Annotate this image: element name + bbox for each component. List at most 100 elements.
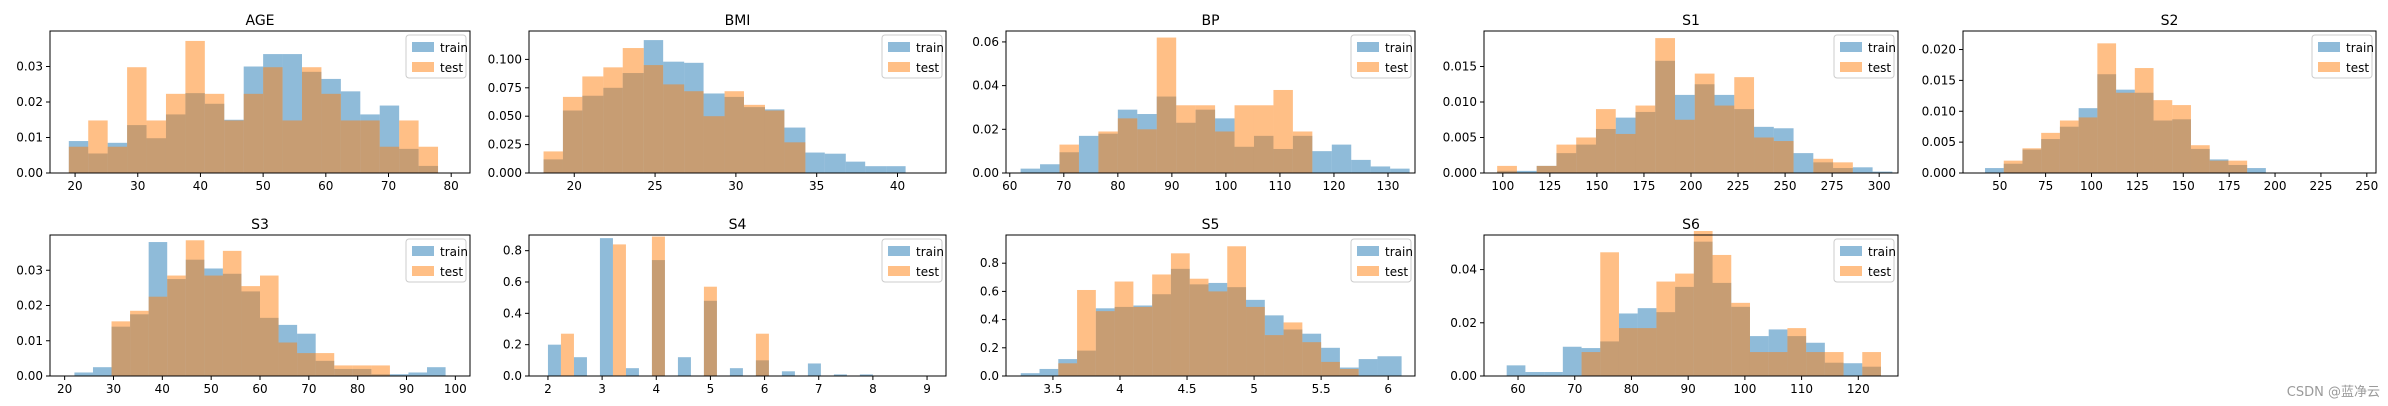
test-bar bbox=[1536, 165, 1557, 173]
test-bar bbox=[2022, 148, 2042, 173]
y-tick-label: 0.010 bbox=[1922, 104, 1956, 118]
subplot-s5: 3.5 4 4.5 5 5.5 6 0.0 0.2 0.4 0.6 0.8 S5 train test bbox=[980, 217, 1416, 396]
test-legend-swatch bbox=[1840, 266, 1862, 276]
test-bar bbox=[282, 120, 302, 173]
y-tick-label: 0.02 bbox=[972, 122, 999, 136]
x-tick-label: 75 bbox=[2038, 179, 2053, 193]
test-bar bbox=[1693, 231, 1713, 376]
x-tick-label: 6 bbox=[1384, 382, 1392, 396]
y-tick-label: 0.4 bbox=[980, 313, 999, 327]
test-bar bbox=[1675, 273, 1694, 376]
axes-frame bbox=[1005, 234, 1416, 377]
test-bar bbox=[2003, 160, 2023, 173]
test-bar bbox=[612, 244, 626, 376]
test-bar bbox=[185, 40, 205, 173]
y-tick-label: 0.020 bbox=[1922, 43, 1956, 57]
train-bar bbox=[1793, 153, 1814, 173]
x-tick-label: 250 bbox=[1774, 179, 1797, 193]
y-tick-label: 0.025 bbox=[488, 138, 522, 152]
y-tick-label: 0.06 bbox=[972, 35, 999, 49]
test-bar bbox=[1787, 328, 1807, 376]
y-tick-label: 0.010 bbox=[1443, 95, 1477, 109]
legend: train test bbox=[1350, 34, 1413, 79]
legend: train test bbox=[405, 238, 468, 283]
x-tick-label: 150 bbox=[1585, 179, 1608, 193]
test-bar bbox=[743, 104, 765, 173]
legend: train test bbox=[881, 34, 944, 79]
train-bar bbox=[625, 368, 639, 376]
test-bar bbox=[1595, 109, 1616, 173]
test-bar bbox=[2097, 43, 2117, 173]
test-bar bbox=[651, 236, 665, 376]
test-legend-swatch bbox=[1357, 62, 1379, 72]
train-bar bbox=[427, 367, 446, 376]
test-bar bbox=[1114, 281, 1134, 376]
subplot-s2: 50 75 100 125 150 175 200 225 250 0.000 0.005 0.010… bbox=[1922, 13, 2379, 193]
test-legend-swatch bbox=[412, 266, 434, 276]
test-bar bbox=[1095, 311, 1115, 376]
test-bar bbox=[204, 275, 223, 376]
train-bar bbox=[833, 374, 847, 376]
test-bar bbox=[148, 296, 168, 376]
test-bar bbox=[315, 353, 335, 376]
test-bar bbox=[1824, 352, 1844, 376]
x-tick-label: 250 bbox=[2355, 179, 2378, 193]
test-legend-label: test bbox=[440, 61, 463, 75]
x-tick-label: 300 bbox=[1868, 179, 1891, 193]
axes-frame bbox=[1962, 30, 2377, 174]
train-legend-label: train bbox=[1385, 245, 1413, 259]
legend: train test bbox=[1350, 238, 1413, 283]
test-legend-swatch bbox=[1357, 266, 1379, 276]
train-legend-label: train bbox=[2346, 41, 2374, 55]
train-bar bbox=[1020, 373, 1040, 376]
x-tick-label: 2 bbox=[544, 382, 552, 396]
y-tick-label: 0.015 bbox=[1443, 60, 1477, 74]
x-tick-label: 90 bbox=[1681, 382, 1696, 396]
y-tick-label: 0.00 bbox=[16, 369, 43, 383]
test-bar bbox=[603, 67, 623, 173]
test-bar bbox=[352, 365, 372, 376]
test-legend-label: test bbox=[440, 265, 463, 279]
test-bar bbox=[222, 250, 242, 376]
train-legend-swatch bbox=[888, 246, 910, 256]
y-tick-label: 0.000 bbox=[1443, 166, 1477, 180]
train-bar bbox=[1312, 151, 1332, 173]
subplot-bp: 60 70 80 90 100 110 120 130 0.00 0.02 0.04 0.06 BP tr… bbox=[972, 13, 1416, 193]
subplot-title: S2 bbox=[2161, 13, 2179, 29]
x-tick-label: 40 bbox=[193, 179, 208, 193]
x-tick-label: 50 bbox=[204, 382, 219, 396]
y-tick-label: 0.03 bbox=[16, 60, 43, 74]
test-legend-swatch bbox=[1840, 62, 1862, 72]
test-bar bbox=[1292, 131, 1313, 173]
x-tick-label: 6 bbox=[761, 382, 769, 396]
test-bar bbox=[1234, 105, 1254, 173]
test-bar bbox=[1215, 131, 1235, 173]
test-bar bbox=[130, 310, 149, 376]
subplot-title: BP bbox=[1201, 13, 1219, 29]
y-tick-label: 0.01 bbox=[16, 131, 43, 145]
test-bar bbox=[111, 321, 131, 376]
train-legend-label: train bbox=[916, 245, 944, 259]
train-bar bbox=[408, 372, 428, 376]
test-bar bbox=[340, 120, 361, 173]
test-bar bbox=[241, 286, 260, 376]
x-tick-label: 70 bbox=[1056, 179, 1071, 193]
test-bar bbox=[643, 65, 664, 173]
test-bar bbox=[204, 93, 225, 173]
test-bar bbox=[1117, 118, 1138, 173]
test-bar bbox=[1655, 38, 1676, 173]
x-tick-label: 4 bbox=[652, 382, 660, 396]
train-bar bbox=[859, 374, 873, 376]
x-tick-label: 90 bbox=[399, 382, 414, 396]
test-bar bbox=[562, 96, 583, 173]
train-bar bbox=[1843, 363, 1863, 376]
x-tick-label: 125 bbox=[1538, 179, 1561, 193]
train-bar bbox=[1525, 372, 1545, 376]
x-tick-label: 70 bbox=[1567, 382, 1582, 396]
axes-frame bbox=[1483, 234, 1899, 377]
test-bar bbox=[1768, 352, 1788, 376]
x-tick-label: 150 bbox=[2172, 179, 2195, 193]
y-tick-label: 0.00 bbox=[972, 166, 999, 180]
test-bar bbox=[243, 93, 264, 173]
